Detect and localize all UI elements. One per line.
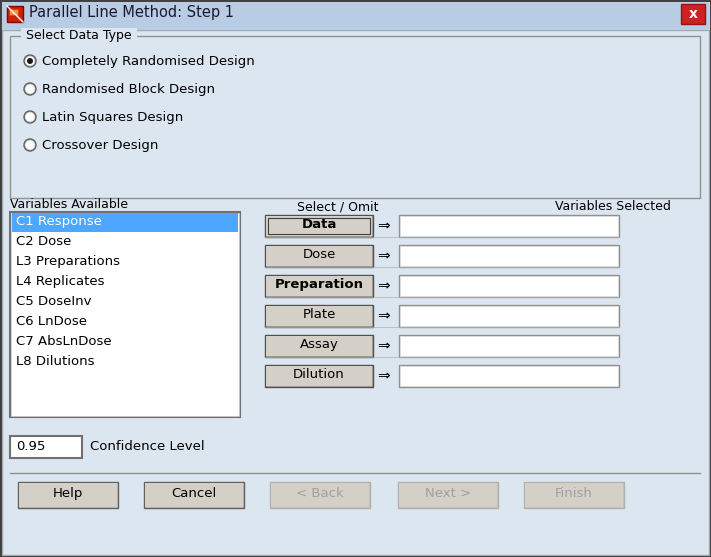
Text: Crossover Design: Crossover Design	[42, 139, 159, 152]
Bar	[400, 366, 618, 386]
Bar	[681, 4, 705, 24]
Text: Select Data Type: Select Data Type	[22, 30, 136, 42]
Bar	[266, 336, 372, 356]
Bar	[265, 335, 373, 357]
Bar	[7, 6, 23, 22]
Bar	[10, 212, 240, 417]
Text: C5 DoseInv: C5 DoseInv	[16, 295, 92, 308]
Bar	[265, 215, 373, 237]
Text: Randomised Block Design: Randomised Block Design	[42, 83, 215, 96]
Text: ⇒: ⇒	[377, 218, 390, 233]
Text: Data: Data	[301, 218, 337, 231]
Text: Help: Help	[53, 487, 83, 500]
Bar	[400, 306, 618, 326]
Text: Variables Selected: Variables Selected	[555, 200, 671, 213]
Circle shape	[27, 58, 33, 64]
Bar	[399, 275, 619, 297]
Bar	[12, 213, 238, 232]
Text: Latin Squares Design: Latin Squares Design	[42, 111, 183, 124]
Text: ⇒: ⇒	[377, 248, 390, 263]
Text: C7 AbsLnDose: C7 AbsLnDose	[16, 335, 112, 348]
Bar	[144, 482, 244, 508]
Bar	[266, 366, 372, 386]
Bar	[400, 276, 618, 296]
Bar	[18, 482, 118, 508]
Text: L4 Replicates: L4 Replicates	[16, 275, 105, 288]
Bar	[10, 36, 700, 198]
Text: Dose: Dose	[302, 248, 336, 261]
Bar	[266, 216, 372, 236]
Bar	[271, 483, 369, 507]
Text: Next >: Next >	[425, 487, 471, 500]
Circle shape	[26, 85, 35, 94]
Bar	[525, 483, 623, 507]
Bar	[145, 483, 243, 507]
Bar	[399, 335, 619, 357]
Bar	[9, 9, 18, 15]
Circle shape	[26, 140, 35, 149]
Text: ⇒: ⇒	[377, 339, 390, 354]
Circle shape	[24, 139, 36, 151]
Text: L3 Preparations: L3 Preparations	[16, 255, 120, 268]
Text: C1 Response: C1 Response	[16, 215, 102, 228]
Text: 0.95: 0.95	[16, 440, 46, 453]
Bar	[266, 276, 372, 296]
Bar	[400, 336, 618, 356]
Circle shape	[24, 111, 36, 123]
Bar	[10, 436, 82, 458]
Bar	[399, 483, 497, 507]
Text: ⇒: ⇒	[377, 309, 390, 324]
Text: Dilution: Dilution	[293, 368, 345, 381]
Bar	[265, 245, 373, 267]
Bar	[266, 246, 372, 266]
Circle shape	[24, 55, 36, 67]
Text: ⇒: ⇒	[377, 369, 390, 384]
Text: Finish: Finish	[555, 487, 593, 500]
Bar	[266, 306, 372, 326]
Text: Assay: Assay	[299, 338, 338, 351]
Text: Preparation: Preparation	[274, 278, 363, 291]
Circle shape	[24, 83, 36, 95]
Bar	[270, 482, 370, 508]
Bar	[399, 215, 619, 237]
Bar	[399, 245, 619, 267]
Text: Completely Randomised Design: Completely Randomised Design	[42, 55, 255, 68]
Bar	[265, 275, 373, 297]
Text: < Back: < Back	[296, 487, 344, 500]
Bar	[2, 2, 709, 30]
Text: Cancel: Cancel	[171, 487, 217, 500]
Text: x: x	[688, 7, 697, 21]
Bar	[400, 246, 618, 266]
Bar	[524, 482, 624, 508]
Bar	[265, 305, 373, 327]
Text: Variables Available: Variables Available	[10, 198, 128, 211]
Text: Parallel Line Method: Step 1: Parallel Line Method: Step 1	[29, 5, 234, 20]
Bar	[399, 365, 619, 387]
Text: L8 Dilutions: L8 Dilutions	[16, 355, 95, 368]
Bar	[265, 365, 373, 387]
Bar	[398, 482, 498, 508]
Text: C2 Dose: C2 Dose	[16, 235, 71, 248]
Bar	[11, 213, 239, 416]
Bar	[268, 218, 370, 234]
Bar	[19, 483, 117, 507]
Bar	[400, 216, 618, 236]
Circle shape	[26, 56, 35, 66]
Circle shape	[26, 113, 35, 121]
Text: C6 LnDose: C6 LnDose	[16, 315, 87, 328]
Text: ⇒: ⇒	[377, 278, 390, 294]
Text: Plate: Plate	[302, 308, 336, 321]
Text: Confidence Level: Confidence Level	[90, 440, 205, 453]
Bar	[399, 305, 619, 327]
Text: Select / Omit: Select / Omit	[297, 200, 379, 213]
